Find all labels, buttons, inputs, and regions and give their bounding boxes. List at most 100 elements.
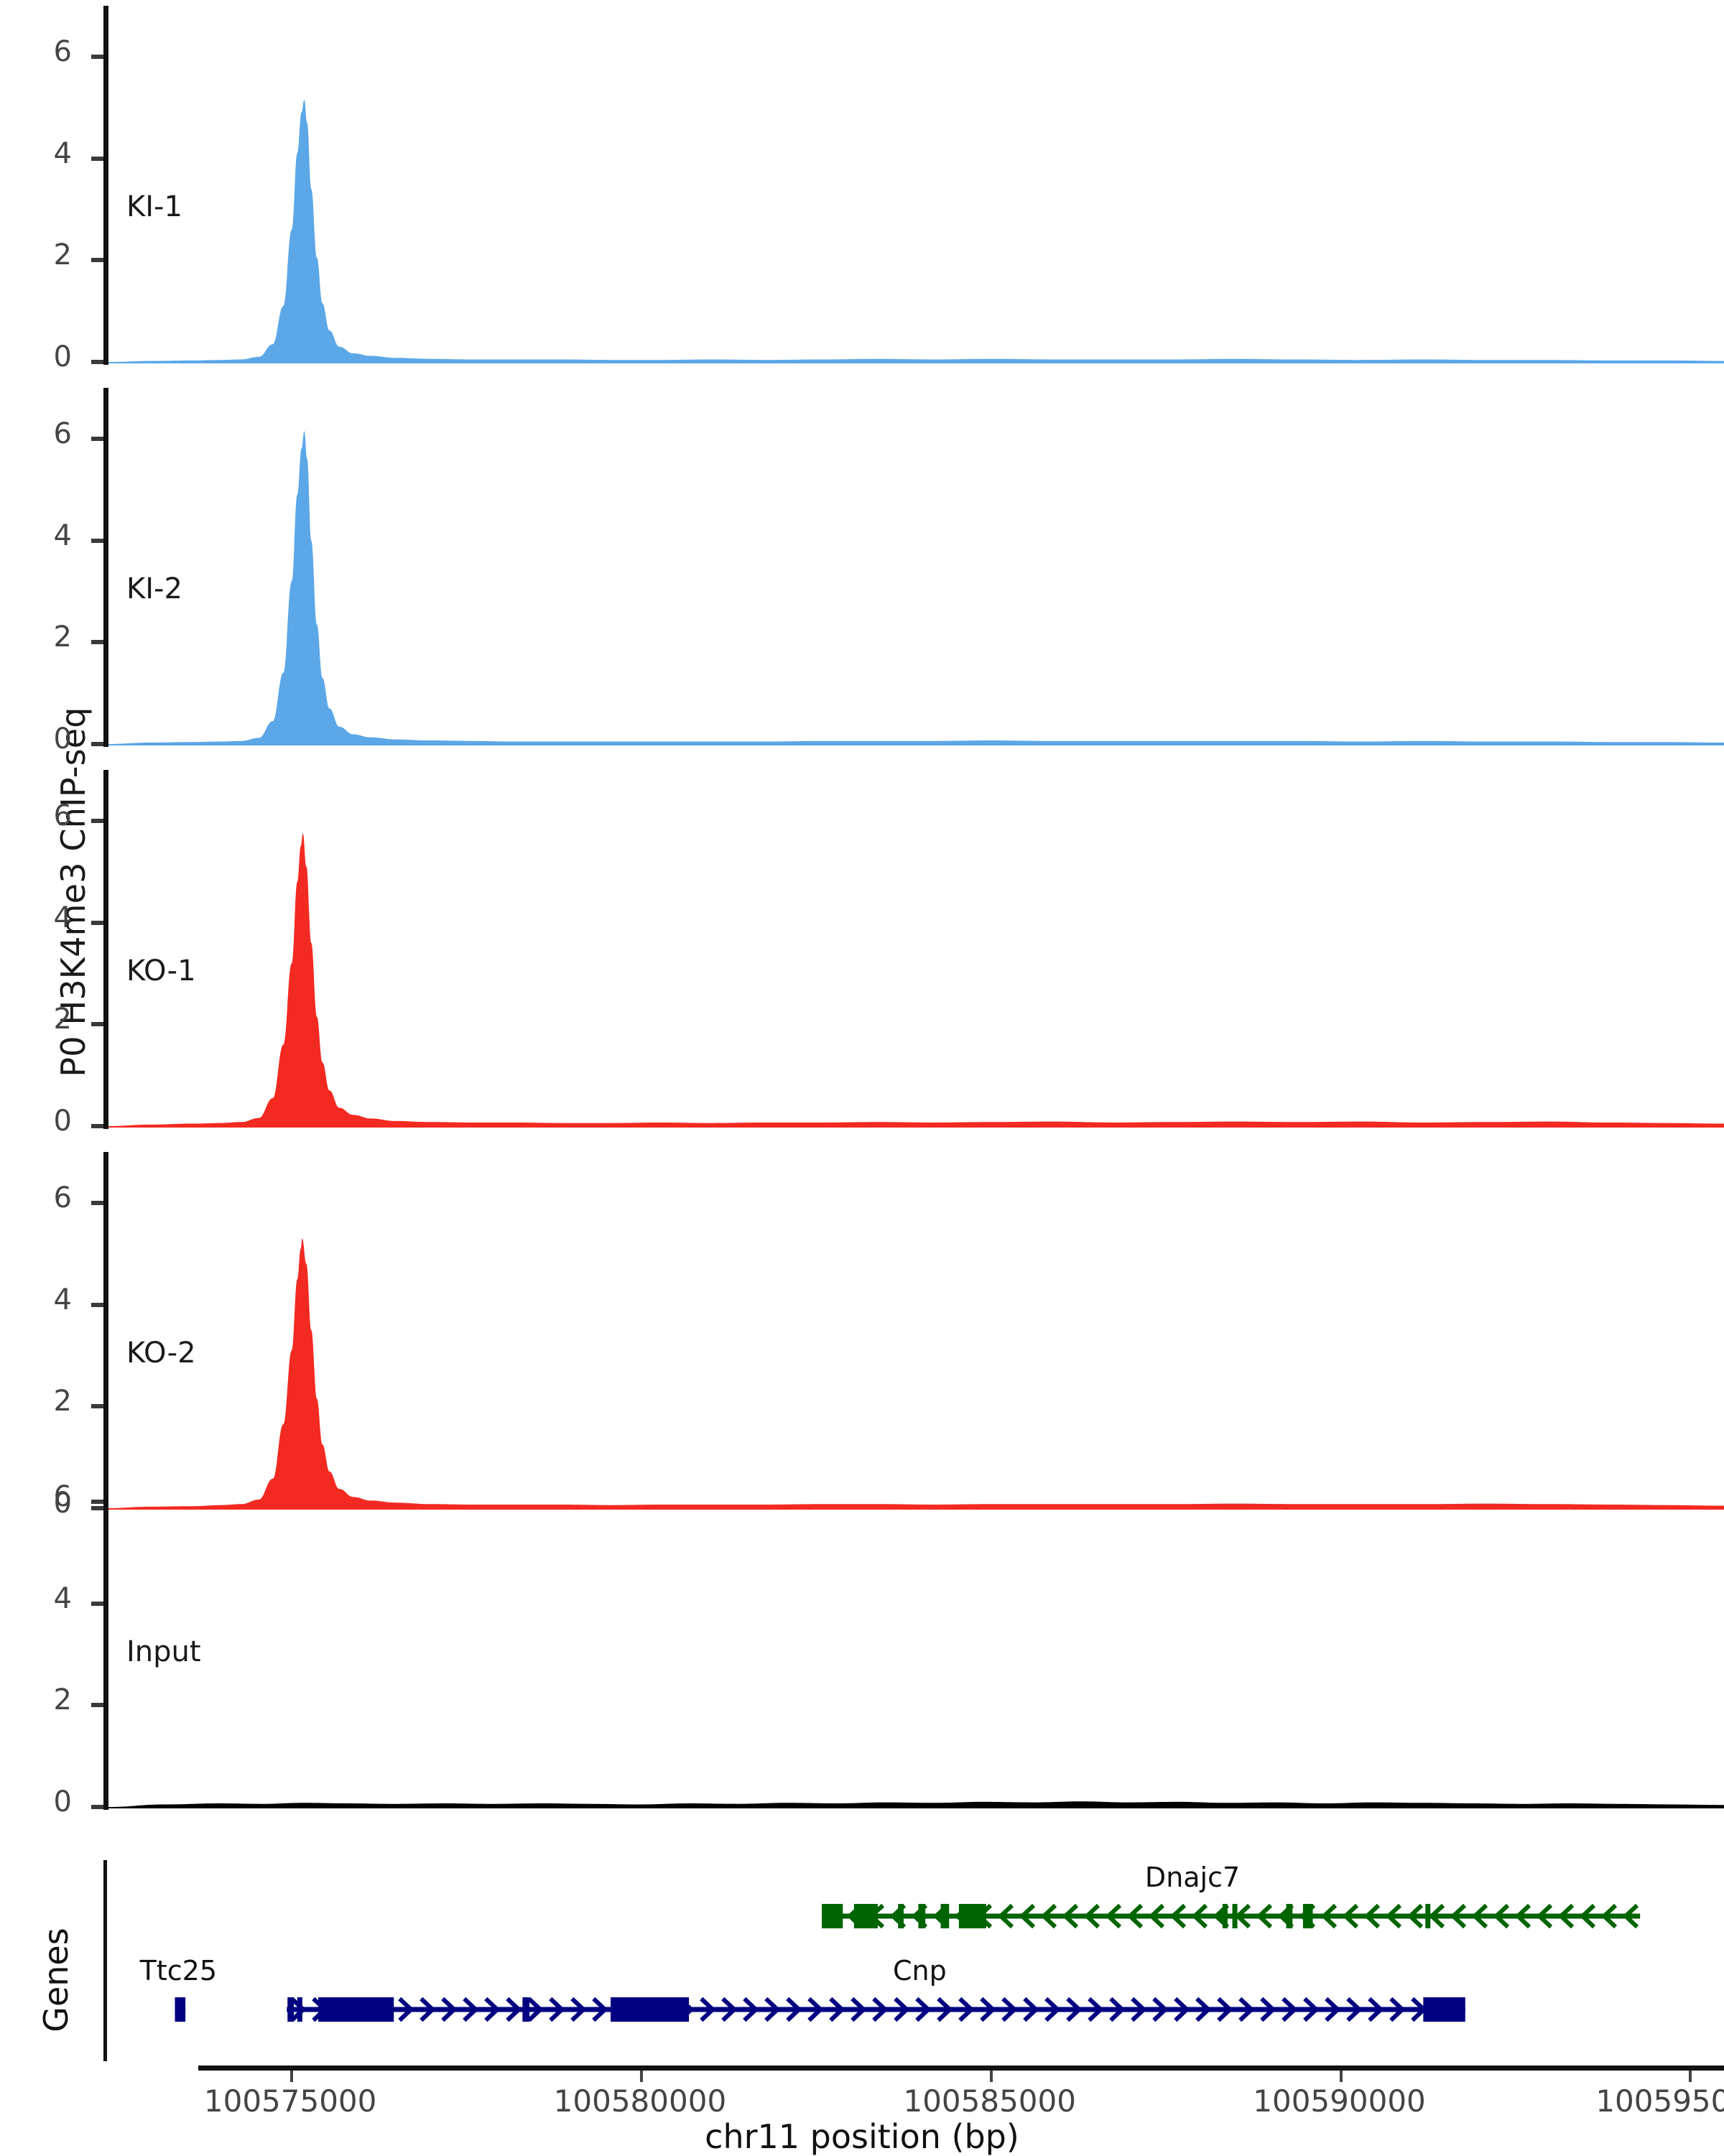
y-tick bbox=[91, 436, 103, 441]
gene-exon-block bbox=[958, 1904, 986, 1928]
gene-intron-line bbox=[287, 2007, 1465, 2012]
gene-strand-arrow-icon bbox=[1346, 1997, 1363, 2022]
gene-exon-block bbox=[1232, 1904, 1238, 1928]
gene-strand-arrow-icon bbox=[1040, 1903, 1057, 1929]
y-tick-label: 0 bbox=[53, 722, 72, 756]
gene-strand-arrow-icon bbox=[420, 1997, 436, 2022]
gene-strand-arrow-icon bbox=[506, 1997, 522, 2022]
signal-plot-area bbox=[108, 6, 1724, 364]
y-tick bbox=[91, 538, 103, 543]
gene-strand-arrow-icon bbox=[721, 1997, 738, 2022]
gene-strand-arrow-icon bbox=[807, 1997, 824, 2022]
signal-track-ko-1: 0 2 4 6 KO-1 bbox=[0, 770, 1724, 1135]
gene-strand-arrow-icon bbox=[700, 1997, 716, 2022]
x-tick-label: 100575000 bbox=[203, 2083, 377, 2119]
y-tick bbox=[91, 1499, 103, 1504]
y-tick-label: 6 bbox=[53, 417, 72, 450]
gene-strand-arrow-icon bbox=[1557, 1903, 1575, 1929]
y-tick bbox=[91, 54, 103, 59]
gene-strand-arrow-icon bbox=[1325, 1997, 1341, 2022]
gene-strand-arrow-icon bbox=[1148, 1903, 1165, 1929]
gene-strand-arrow-icon bbox=[1385, 1903, 1402, 1929]
y-tick bbox=[91, 258, 103, 263]
signal-plot-area bbox=[108, 388, 1724, 746]
gene-exon-block bbox=[318, 1997, 394, 2022]
y-tick bbox=[91, 920, 103, 925]
gene-strand-arrow-icon bbox=[1514, 1903, 1531, 1929]
gene-exon-block bbox=[297, 1997, 302, 2022]
gene-exon-block bbox=[1425, 1904, 1431, 1928]
signal-area-path bbox=[108, 1801, 1724, 1808]
gene-strand-arrow-icon bbox=[1109, 1997, 1126, 2022]
y-axis-spine bbox=[103, 1152, 108, 1511]
y-tick bbox=[91, 1601, 103, 1606]
gene-strand-arrow-icon bbox=[290, 1997, 307, 2022]
y-tick-label: 0 bbox=[53, 1105, 72, 1138]
gene-strand-arrow-icon bbox=[570, 1997, 587, 2022]
gene-strand-arrow-icon bbox=[1238, 1997, 1255, 2022]
gene-strand-arrow-icon bbox=[463, 1997, 479, 2022]
signal-area-path bbox=[108, 1238, 1724, 1510]
track-sample-label: KI-2 bbox=[126, 572, 182, 606]
signal-area-path bbox=[108, 833, 1724, 1128]
gene-strand-arrow-icon bbox=[1088, 1997, 1104, 2022]
y-tick-label: 2 bbox=[53, 1683, 72, 1717]
gene-strand-arrow-icon bbox=[1019, 1903, 1036, 1929]
gene-strand-arrow-icon bbox=[1579, 1903, 1596, 1929]
gene-exon-block bbox=[1222, 1904, 1228, 1928]
y-tick-label: 0 bbox=[53, 1487, 72, 1520]
gene-strand-arrow-icon bbox=[1363, 1903, 1381, 1929]
gene-strand-arrow-icon bbox=[915, 1997, 932, 2022]
gene-strand-arrow-icon bbox=[592, 1997, 608, 2022]
y-tick-label: 2 bbox=[53, 621, 72, 654]
y-tick bbox=[91, 1506, 103, 1510]
gene-exon-block bbox=[175, 1997, 186, 2022]
x-tick-label: 100585000 bbox=[903, 2083, 1076, 2119]
x-tick-label: 100590000 bbox=[1253, 2083, 1426, 2119]
gene-models-svg bbox=[175, 1903, 1641, 2022]
y-tick-label: 4 bbox=[53, 1581, 72, 1615]
y-tick bbox=[91, 156, 103, 161]
gene-strand-arrow-icon bbox=[1282, 1997, 1298, 2022]
signal-track-ki-2: 0 2 4 6 KI-2 bbox=[0, 388, 1724, 753]
gene-strand-arrow-icon bbox=[937, 1997, 953, 2022]
gene-intron-line bbox=[822, 1913, 1641, 1919]
gene-exon-block bbox=[611, 1997, 690, 2022]
gene-strand-arrow-icon bbox=[829, 1997, 845, 2022]
gene-exon-block bbox=[940, 1904, 950, 1928]
y-tick-label: 4 bbox=[53, 1283, 72, 1316]
x-tick bbox=[1339, 2071, 1343, 2082]
signal-track-ko-2: 0 2 4 6 KO-2 bbox=[0, 1152, 1724, 1518]
y-tick bbox=[91, 1200, 103, 1205]
x-tick bbox=[639, 2071, 643, 2082]
y-tick-label: 4 bbox=[53, 519, 72, 552]
y-tick-label: 6 bbox=[53, 34, 72, 68]
y-axis-spine bbox=[103, 6, 108, 365]
gene-strand-arrow-icon bbox=[1217, 1997, 1233, 2022]
track-sample-label: KI-1 bbox=[126, 190, 182, 224]
gene-strand-arrow-icon bbox=[786, 1997, 802, 2022]
gene-strand-arrow-icon bbox=[1174, 1997, 1190, 2022]
gene-strand-arrow-icon bbox=[1260, 1997, 1276, 2022]
x-tick-label: 100580000 bbox=[553, 2083, 727, 2119]
gene-exon-block bbox=[822, 1904, 843, 1928]
gene-strand-arrow-icon bbox=[441, 1997, 458, 2022]
x-tick bbox=[290, 2071, 294, 2082]
gene-strand-arrow-icon bbox=[1256, 1903, 1273, 1929]
gene-exon-block bbox=[918, 1904, 926, 1928]
y-tick bbox=[91, 1805, 103, 1809]
gene-exon-block bbox=[853, 1904, 878, 1928]
gene-strand-arrow-icon bbox=[1600, 1903, 1618, 1929]
y-tick bbox=[91, 1404, 103, 1409]
y-tick bbox=[91, 1124, 103, 1128]
y-axis-spine bbox=[103, 388, 108, 747]
gene-exon-block bbox=[898, 1904, 904, 1928]
gene-strand-arrow-icon bbox=[527, 1997, 544, 2022]
gene-strand-arrow-icon bbox=[1023, 1997, 1039, 2022]
y-axis-spine bbox=[103, 1451, 108, 1810]
gene-strand-arrow-icon bbox=[743, 1997, 759, 2022]
signal-plot-area bbox=[108, 1152, 1724, 1510]
gene-strand-arrow-icon bbox=[1622, 1903, 1639, 1929]
gene-annotation-panel: Dnajc7 Ttc25 Cnp bbox=[0, 1860, 1724, 2076]
gene-strand-arrow-icon bbox=[980, 1997, 996, 2022]
